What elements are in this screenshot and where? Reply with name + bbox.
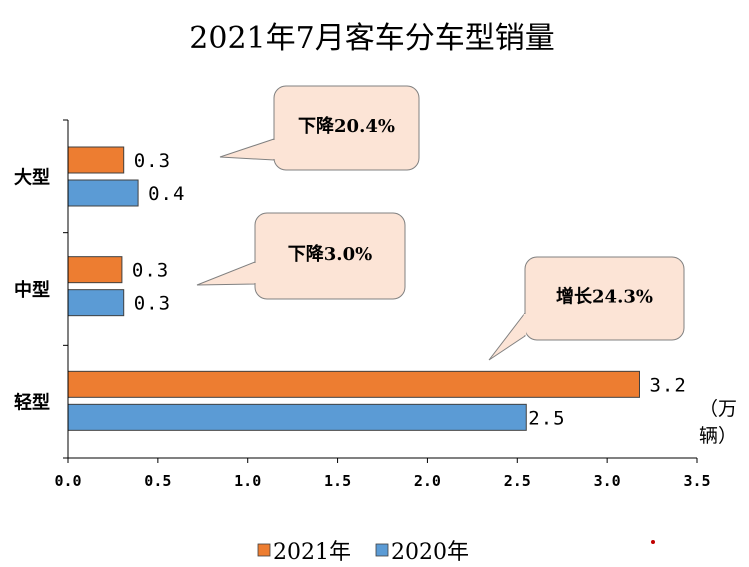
x-tick-label: 3.0	[594, 472, 621, 490]
bar	[67, 146, 125, 174]
red-dot-mark	[651, 540, 655, 544]
bar	[67, 256, 123, 284]
bar	[67, 179, 139, 207]
data-label: 0.4	[148, 183, 185, 205]
callout-text: 下降3.0%	[288, 243, 372, 265]
x-tick-label: 0.0	[54, 472, 81, 490]
x-tick-label: 1.5	[324, 472, 351, 490]
bar	[67, 289, 125, 317]
callout-text: 增长24.3%	[556, 286, 653, 308]
data-label: 2.5	[528, 407, 565, 429]
bar	[67, 403, 527, 431]
callout-text: 下降20.4%	[298, 115, 395, 137]
callout-bubble: 下降20.4%	[219, 85, 420, 171]
category-label: 大型	[14, 166, 50, 188]
callout-bubble: 增长24.3%	[488, 256, 685, 361]
x-tick-label: 3.5	[683, 472, 710, 490]
x-tick-label: 2.5	[504, 472, 531, 490]
x-tick-label: 2.0	[414, 472, 441, 490]
legend: 2021年 2020年	[257, 540, 469, 565]
unit-label-group: （万辆）	[699, 398, 737, 447]
data-label: 0.3	[134, 293, 171, 315]
data-label: 0.3	[132, 260, 169, 282]
legend-label: 2020年	[391, 540, 469, 565]
unit-label: 辆）	[699, 425, 737, 447]
unit-label: （万	[699, 398, 737, 420]
callout-group: 下降20.4% 下降3.0% 增长24.3%	[196, 85, 685, 361]
bar	[67, 370, 640, 398]
data-label: 3.2	[649, 374, 686, 396]
category-label: 中型	[14, 279, 50, 301]
chart-title: 2021年7月客车分车型销量	[189, 21, 554, 56]
callout-bubble: 下降3.0%	[196, 212, 406, 300]
axes-group: 0.0 0.5 1.0 1.5 2.0 2.5 3.0 3.5	[54, 119, 711, 490]
x-tick-label: 1.0	[234, 472, 261, 490]
x-tick-label: 0.5	[144, 472, 171, 490]
category-label: 轻型	[14, 392, 50, 414]
legend-label: 2021年	[273, 540, 351, 565]
legend-swatch	[257, 543, 271, 557]
legend-swatch	[375, 543, 389, 557]
data-label: 0.3	[134, 150, 171, 172]
